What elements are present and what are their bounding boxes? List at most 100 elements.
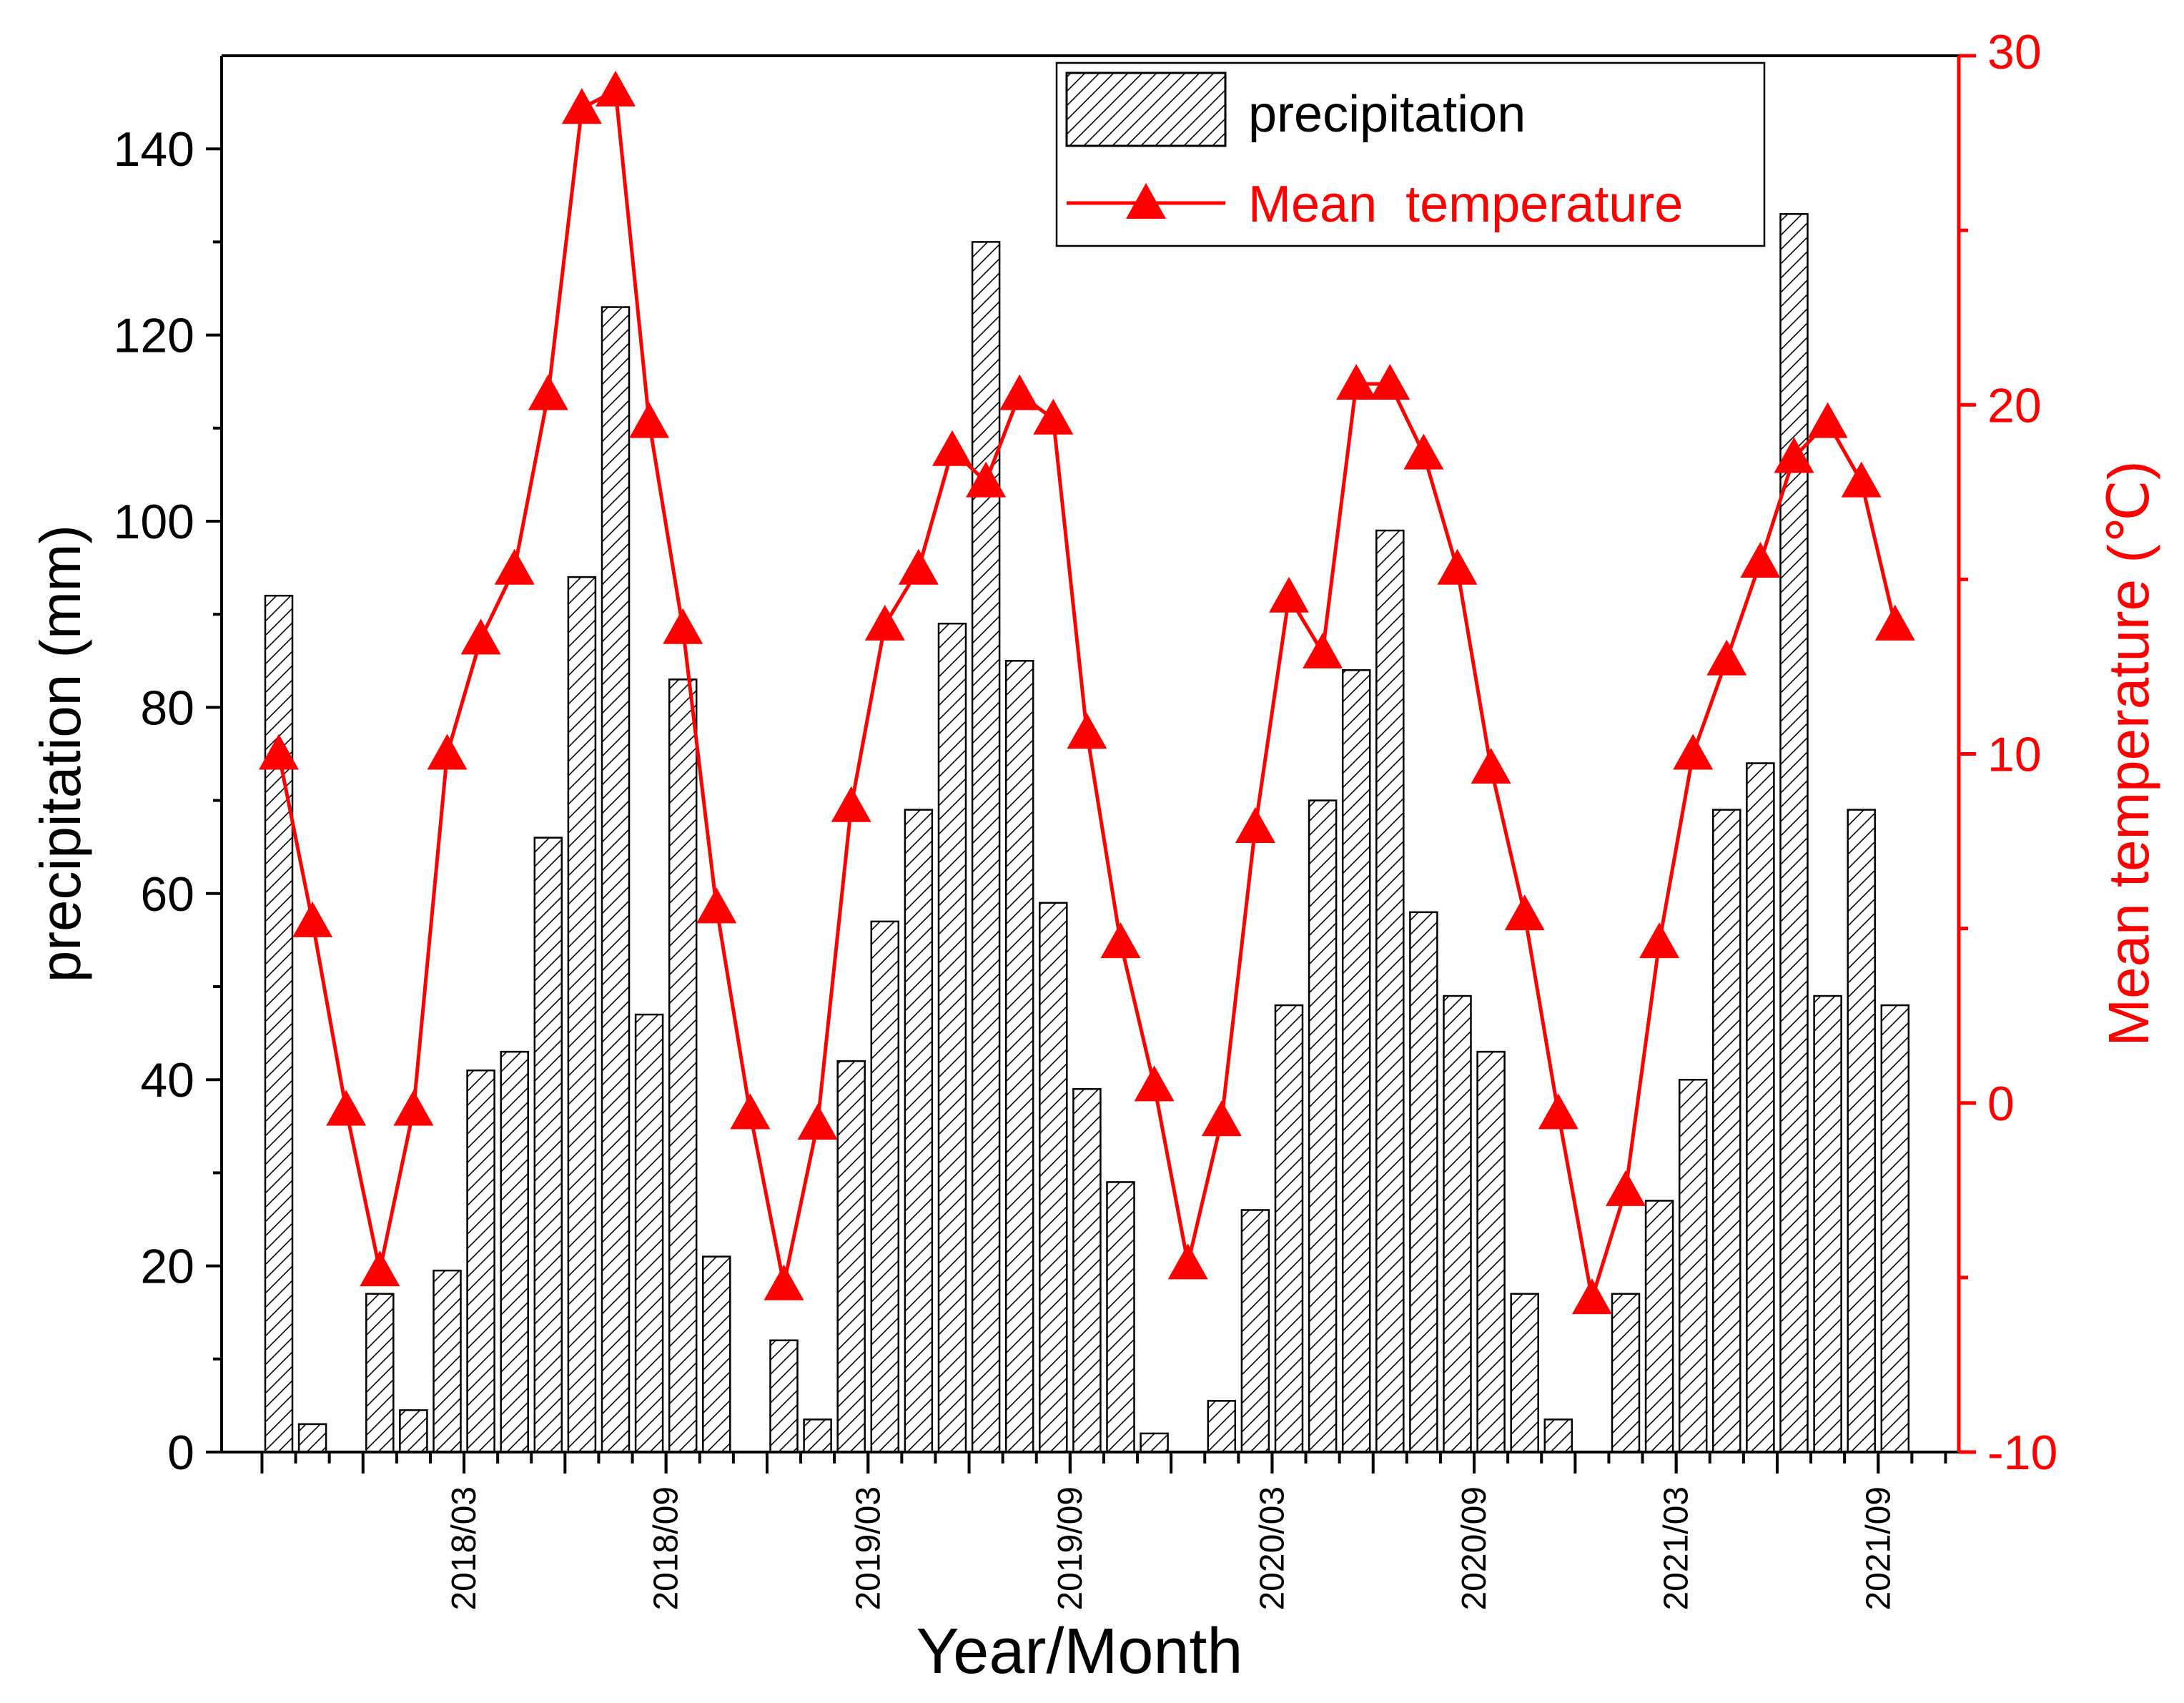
temperature-marker (1134, 1065, 1175, 1102)
x-axis-title: Year/Month (916, 1616, 1243, 1687)
precipitation-bar (870, 920, 900, 1453)
precipitation-bar (1611, 1293, 1641, 1453)
precipitation-bar (433, 1269, 462, 1453)
precipitation-bar (500, 1050, 529, 1453)
left-y-tick-label: 140 (114, 122, 194, 177)
precipitation-bar (601, 306, 631, 1453)
temperature-marker (898, 548, 939, 585)
temperature-marker (528, 374, 568, 410)
temperature-marker (1437, 548, 1478, 585)
precipitation-bar (836, 1060, 866, 1453)
precipitation-bar (904, 809, 934, 1453)
x-tick-label: 2018/03 (445, 1486, 483, 1611)
temperature-marker (1303, 632, 1343, 668)
right-y-tick-label: -10 (1987, 1426, 2057, 1480)
temperature-marker (596, 70, 636, 107)
temperature-marker (966, 461, 1007, 498)
precipitation-bar (668, 678, 698, 1453)
precipitation-bar (1678, 1078, 1708, 1453)
precipitation-bar (1409, 911, 1438, 1453)
precipitation-bar (1847, 809, 1876, 1453)
precipitation-bar (1712, 809, 1741, 1453)
temperature-marker (259, 734, 299, 770)
precipitation-bar (1004, 660, 1034, 1453)
x-tick-label: 2019/03 (849, 1486, 887, 1611)
precipitation-bar (365, 1293, 395, 1453)
left-y-tick-label: 0 (167, 1426, 194, 1480)
precipitation-bar (1543, 1418, 1573, 1453)
precipitation-bar (1644, 1200, 1674, 1453)
temperature-marker (1269, 576, 1309, 613)
precipitation-bar (1476, 1050, 1506, 1453)
temperature-marker (1403, 433, 1444, 470)
precipitation-bar (1510, 1293, 1539, 1453)
temperature-marker (360, 1250, 400, 1287)
temperature-marker (1639, 922, 1680, 959)
right-y-tick-label: 0 (1987, 1077, 2015, 1131)
precipitation-bar (1039, 902, 1068, 1453)
precipitation-bar (264, 594, 294, 1453)
temperature-marker (999, 374, 1040, 410)
precipitation-bar (1240, 1209, 1270, 1453)
temperature-marker (1774, 437, 1814, 473)
temperature-marker (1673, 734, 1714, 770)
x-tick-label: 2020/09 (1456, 1486, 1493, 1611)
precipitation-bar (634, 1013, 664, 1453)
x-tick-label: 2018/09 (648, 1486, 686, 1611)
right-y-tick-label: 10 (1987, 728, 2042, 782)
precipitation-bar (1072, 1087, 1102, 1453)
right-y-axis-ticks: -10 0 10 20 30 (1959, 25, 2057, 1480)
temperature-marker (1067, 713, 1107, 749)
temperature-marker (932, 430, 972, 466)
temperature-marker (797, 1104, 838, 1140)
precipitation-bar (702, 1255, 731, 1453)
temperature-marker (1740, 541, 1781, 578)
legend-temperature-marker (1126, 183, 1166, 219)
precipitation-bar (1274, 1004, 1304, 1453)
left-y-tick-label: 40 (140, 1053, 194, 1107)
temperature-marker (1471, 748, 1511, 784)
left-y-tick-label: 20 (140, 1240, 194, 1294)
precipitation-bar (399, 1409, 428, 1453)
legend-precipitation-label: precipitation (1248, 86, 1526, 143)
temperature-marker (292, 901, 333, 937)
precipitation-bar (1779, 213, 1809, 1453)
precipitation-bar (1375, 529, 1405, 1453)
temperature-marker (1504, 894, 1545, 931)
temperature-marker (696, 887, 737, 924)
temperature-marker (1874, 604, 1915, 641)
temperature-marker (764, 1264, 804, 1300)
precipitation-bar (466, 1069, 495, 1453)
left-y-tick-label: 100 (114, 495, 194, 549)
temperature-marker (1606, 1170, 1646, 1206)
right-y-tick-label: 30 (1987, 25, 2042, 79)
precipitation-bar (1140, 1432, 1169, 1453)
temperature-series (259, 70, 1915, 1315)
x-tick-label: 2020/03 (1253, 1486, 1291, 1611)
precipitation-bar (1207, 1400, 1237, 1453)
precipitation-bar (533, 836, 563, 1453)
x-tick-label: 2019/09 (1052, 1486, 1089, 1611)
temperature-marker (494, 548, 535, 585)
temperature-marker (326, 1090, 367, 1126)
legend-precipitation-swatch (1065, 71, 1227, 147)
temperature-marker (1201, 1100, 1242, 1137)
y-axis-left-title: precipitation (mm) (29, 525, 92, 982)
temperature-marker (1336, 363, 1377, 400)
temperature-marker (1235, 807, 1275, 844)
precipitation-bar (1746, 762, 1775, 1453)
legend-temperature-label: Mean temperature (1248, 176, 1683, 233)
precipitation-bars (264, 213, 1910, 1453)
legend: precipitation Mean temperature (1055, 61, 1766, 247)
temperature-marker (1100, 922, 1141, 959)
x-tick-label: 2021/09 (1859, 1486, 1897, 1611)
temperature-marker (831, 786, 871, 822)
left-y-tick-label: 60 (140, 867, 194, 922)
temperature-marker (1538, 1093, 1578, 1130)
temperature-marker (1571, 1278, 1612, 1315)
precipitation-bar (1880, 1004, 1910, 1453)
temperature-marker (1841, 461, 1882, 498)
temperature-marker (561, 88, 602, 124)
temperature-marker (1033, 398, 1074, 435)
